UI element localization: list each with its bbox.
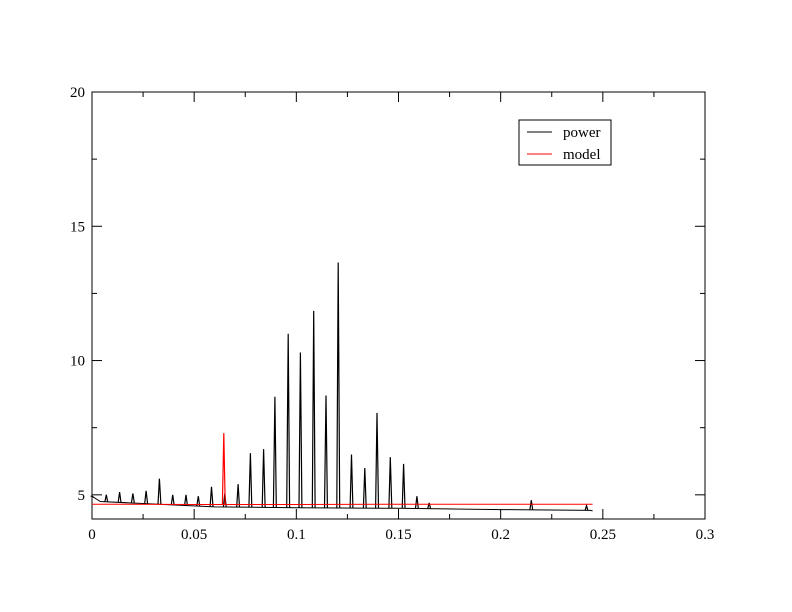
power-peak [375, 412, 380, 509]
power-peak [157, 478, 162, 505]
power-peak [117, 492, 122, 503]
power-peak [584, 503, 589, 511]
power-peak [261, 449, 266, 508]
series-model [91, 433, 593, 505]
y-tick-label: 20 [70, 85, 85, 101]
power-peak [414, 496, 419, 509]
x-tick-label: 0.3 [696, 527, 715, 543]
x-tick-label: 0.05 [181, 527, 207, 543]
power-peak [248, 453, 253, 508]
y-tick-label: 10 [70, 354, 85, 370]
power-peak [311, 310, 316, 508]
series-power [90, 262, 593, 512]
power-peak [170, 494, 175, 506]
power-peak [130, 493, 135, 504]
power-peak [323, 395, 328, 508]
y-tick-label: 5 [78, 488, 86, 504]
legend-label-model: model [563, 147, 601, 163]
x-tick-label: 0.1 [287, 527, 306, 543]
power-peak [427, 502, 432, 509]
x-tick-label: 0 [88, 527, 96, 543]
legend-box [518, 119, 612, 166]
power-peak [144, 490, 149, 504]
series-layer [90, 262, 593, 512]
x-tick-label: 0.2 [491, 527, 510, 543]
power-peak [336, 262, 341, 508]
x-tick-label: 0.25 [590, 527, 616, 543]
power-peak [286, 333, 291, 508]
power-baseline [91, 495, 593, 512]
power-peak [349, 454, 354, 509]
power-peak [90, 495, 94, 498]
power-peak [104, 494, 109, 503]
legend: power model [518, 119, 612, 166]
power-peak [401, 463, 406, 509]
y-tick-label: 15 [70, 219, 85, 235]
power-peak [196, 496, 201, 507]
power-peak [236, 484, 241, 508]
x-tick-label: 0.15 [385, 527, 411, 543]
axis-ticks [91, 91, 706, 519]
power-peak [529, 500, 534, 510]
power-peak [388, 457, 393, 509]
power-peak [362, 467, 367, 509]
plot-frame [91, 91, 706, 520]
power-peak [272, 396, 277, 508]
model-peak [221, 433, 226, 505]
axis-tick-labels: 0 0.05 0.1 0.15 0.2 0.25 0.3 5 10 15 20 [70, 85, 714, 543]
power-peak [184, 494, 188, 506]
legend-label-power: power [563, 125, 601, 141]
power-peak [298, 352, 303, 508]
power-peak [209, 486, 214, 507]
